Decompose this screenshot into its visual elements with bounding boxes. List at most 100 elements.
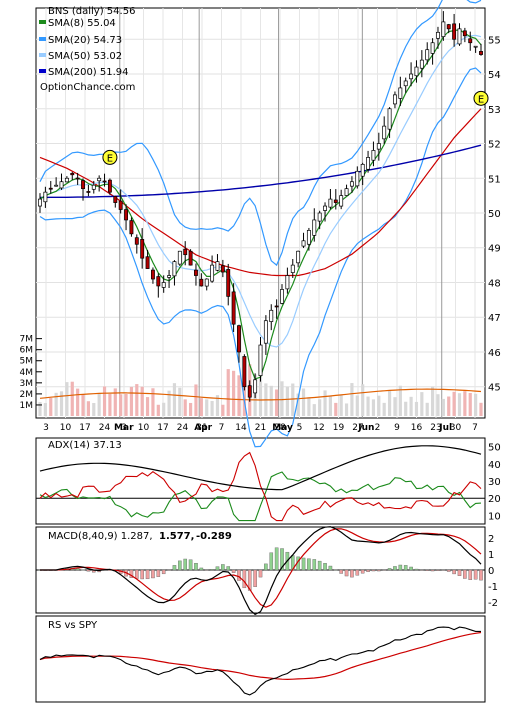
macd-histogram-bar bbox=[328, 565, 333, 571]
macd-tick-label: -1 bbox=[488, 582, 498, 593]
legend-swatch bbox=[39, 37, 46, 41]
legend-swatch bbox=[39, 20, 46, 24]
volume-bar bbox=[140, 386, 144, 416]
macd-line bbox=[40, 526, 482, 616]
date-tick-label: 19 bbox=[333, 423, 345, 433]
volume-bar bbox=[129, 386, 134, 416]
candle-up bbox=[403, 80, 408, 87]
candle-down bbox=[446, 24, 451, 30]
macd-histogram-bar bbox=[178, 560, 182, 571]
volume-bar bbox=[167, 390, 171, 416]
volume-bar bbox=[275, 389, 279, 416]
volume-bar bbox=[468, 393, 472, 416]
macd-histogram-bar bbox=[199, 567, 204, 571]
macd-histogram-bar bbox=[333, 569, 338, 571]
date-tick-label: 9 bbox=[394, 423, 400, 433]
candle-up bbox=[204, 278, 209, 287]
macd-histogram-bar bbox=[221, 564, 225, 571]
candle-up bbox=[419, 59, 424, 69]
legend-title: BNS (daily) 54.56 bbox=[48, 6, 135, 17]
rs-title: RS vs SPY bbox=[48, 620, 98, 631]
price-tick-label: 47 bbox=[488, 313, 501, 324]
macd-histogram-bar bbox=[463, 569, 467, 579]
month-label: Apr bbox=[194, 423, 212, 433]
month-label: Mar bbox=[114, 423, 134, 433]
macd-histogram-bar bbox=[140, 569, 144, 580]
volume-bar bbox=[194, 384, 198, 416]
date-tick-label: 30 bbox=[450, 423, 462, 433]
macd-histogram-bar bbox=[457, 569, 462, 576]
earnings-marker-label: E bbox=[107, 153, 113, 164]
macd-title: MACD(8,40,9) 1.287, bbox=[48, 531, 153, 542]
volume-bar bbox=[65, 382, 69, 416]
candle-down bbox=[107, 179, 112, 193]
volume-bar bbox=[474, 393, 478, 416]
macd-histogram-bar bbox=[86, 569, 91, 572]
date-tick-label: 31 bbox=[196, 423, 207, 433]
adx-minus-di-line bbox=[39, 451, 482, 522]
volume-bar bbox=[59, 391, 64, 416]
macd-histogram-bar bbox=[172, 565, 177, 571]
candle-down bbox=[124, 209, 128, 221]
date-tick-label: 7 bbox=[219, 423, 225, 433]
macd-histogram-bar bbox=[355, 569, 360, 576]
volume-bar bbox=[377, 395, 381, 416]
macd-histogram-bar bbox=[280, 548, 284, 571]
macd-histogram-bar bbox=[377, 569, 381, 572]
price-tick-label: 50 bbox=[488, 209, 501, 220]
macd-histogram-bar bbox=[269, 552, 274, 571]
macd-histogram-bar bbox=[360, 569, 365, 574]
date-tick-label: 21 bbox=[255, 423, 266, 433]
rs-average-line bbox=[39, 631, 482, 681]
candle-up bbox=[339, 195, 344, 207]
macd-histogram-bar bbox=[317, 560, 322, 571]
volume-bar bbox=[344, 403, 349, 416]
macd-histogram-bar bbox=[350, 569, 354, 578]
macd-histogram-bar bbox=[409, 566, 413, 571]
volume-tick-label: 2M bbox=[20, 390, 34, 400]
candle-up bbox=[414, 66, 419, 77]
candle-down bbox=[86, 191, 91, 193]
candle-up bbox=[296, 250, 301, 264]
date-tick-label: 3 bbox=[121, 423, 127, 433]
macd-histogram-bar bbox=[420, 569, 424, 571]
price-legend: BNS (daily) 54.56 SMA(8) 55.04 SMA(20) 5… bbox=[39, 6, 135, 93]
volume-bar bbox=[188, 402, 193, 416]
volume-bar bbox=[457, 393, 462, 416]
candle-up bbox=[91, 184, 96, 190]
adx-tick-label: 40 bbox=[488, 460, 501, 471]
candle-down bbox=[226, 269, 231, 297]
volume-bar bbox=[215, 395, 220, 416]
candle-down bbox=[75, 177, 80, 180]
volume-bar bbox=[452, 391, 456, 416]
volume-bar bbox=[414, 401, 419, 416]
candle-up bbox=[280, 289, 284, 304]
volume-average-line bbox=[39, 388, 482, 401]
date-tick-label: 24 bbox=[177, 423, 189, 433]
candle-up bbox=[323, 205, 327, 211]
macd-histogram-bar bbox=[403, 565, 408, 571]
candle-up bbox=[355, 170, 360, 187]
volume-bar bbox=[350, 383, 354, 416]
volume-bar bbox=[334, 402, 338, 416]
macd-histogram-bar bbox=[151, 569, 155, 579]
macd-histogram-bar bbox=[366, 569, 370, 572]
volume-bar bbox=[49, 398, 53, 416]
legend-swatch bbox=[39, 69, 46, 73]
volume-bar bbox=[92, 403, 96, 416]
candle-down bbox=[242, 356, 247, 388]
price-tick-label: 54 bbox=[488, 70, 501, 81]
candle-down bbox=[102, 180, 107, 183]
price-tick-label: 45 bbox=[488, 383, 501, 394]
price-tick-label: 48 bbox=[488, 278, 501, 289]
candle-up bbox=[366, 157, 371, 170]
candle-up bbox=[161, 282, 166, 288]
volume-bar bbox=[43, 403, 47, 416]
candle-up bbox=[97, 177, 102, 182]
candle-down bbox=[333, 199, 338, 203]
volume-bar bbox=[226, 369, 230, 416]
volume-bar bbox=[124, 393, 128, 416]
candle-up bbox=[54, 184, 59, 187]
volume-bar bbox=[318, 399, 322, 416]
